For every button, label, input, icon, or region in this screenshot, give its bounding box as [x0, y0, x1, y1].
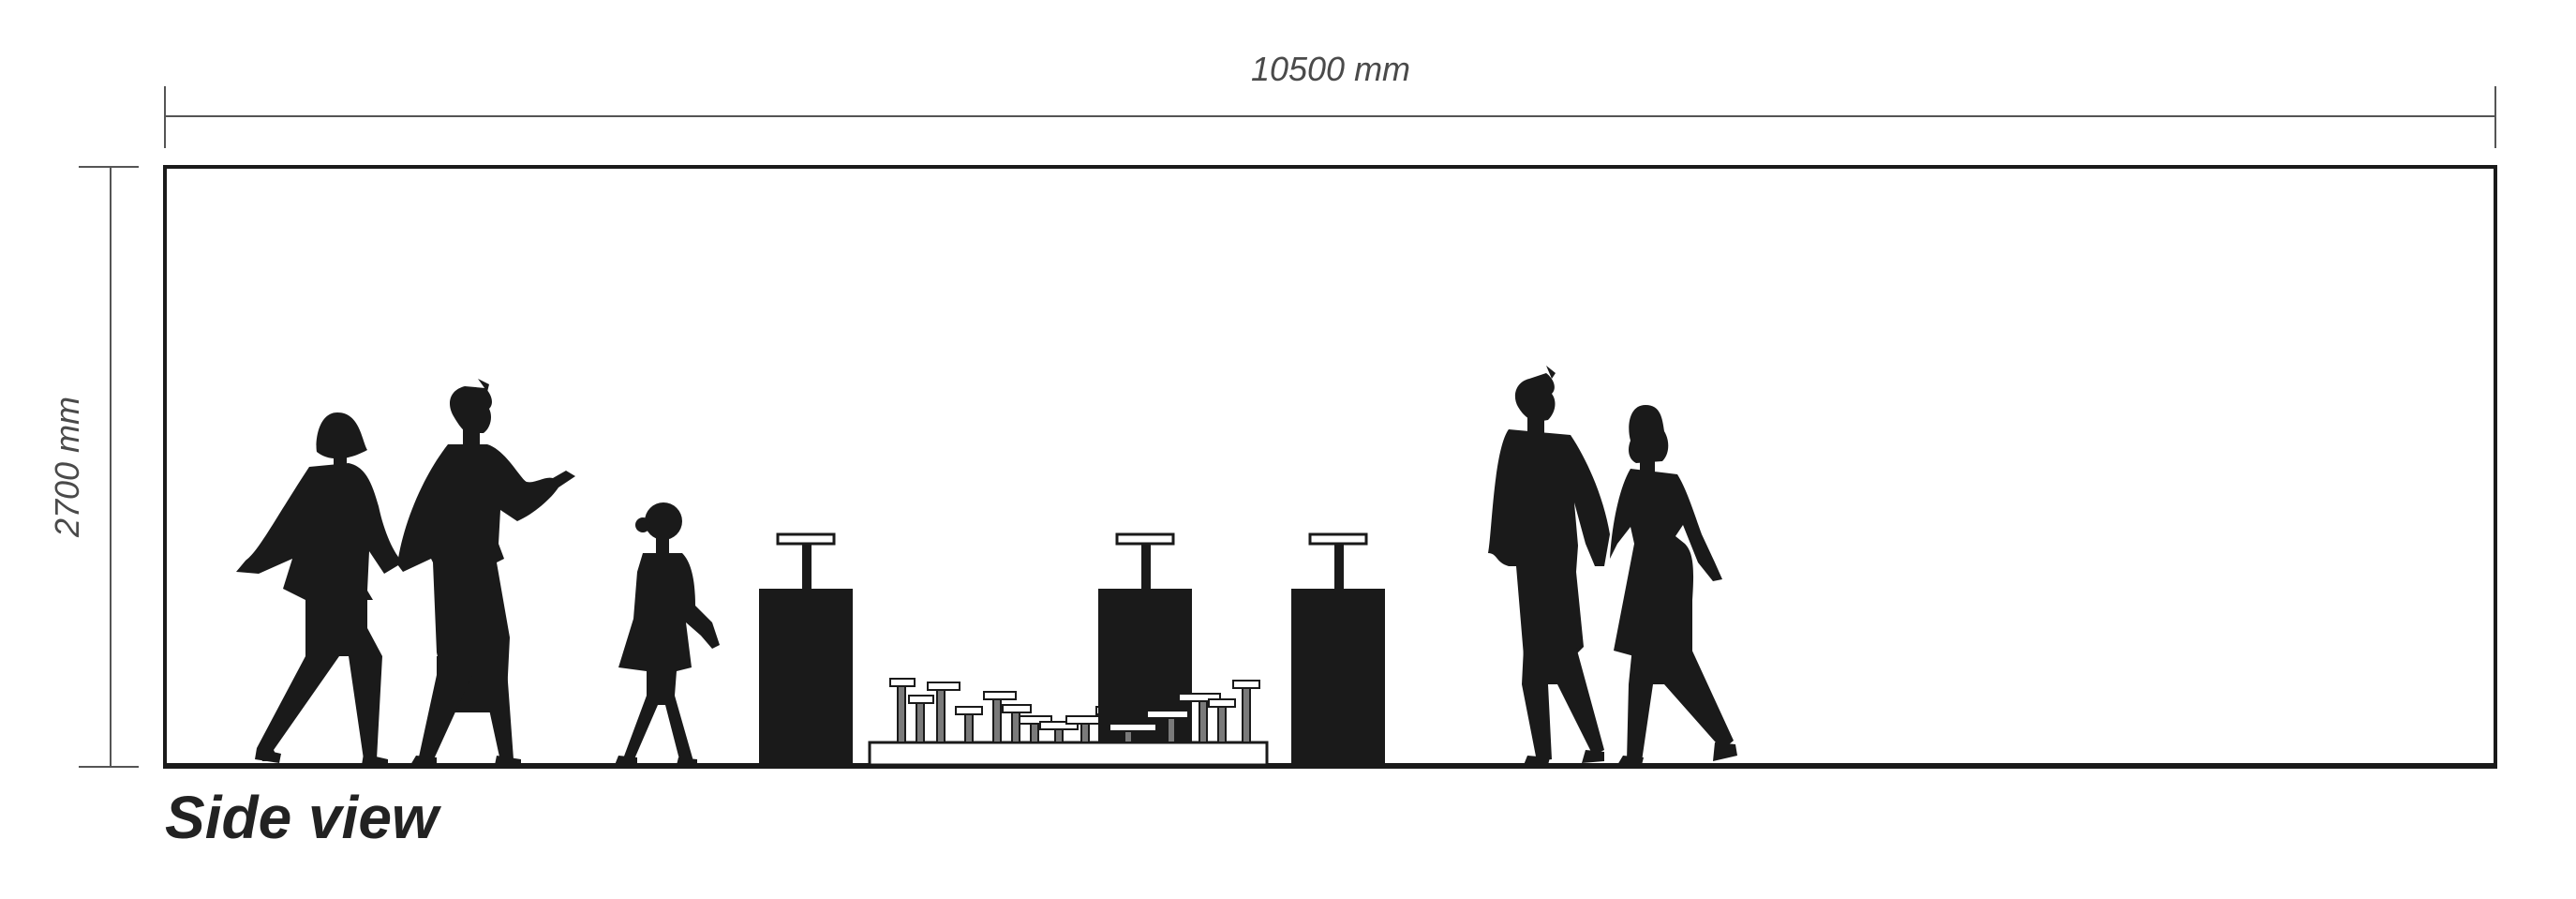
person-man-left	[397, 379, 575, 765]
person-woman-left	[236, 412, 403, 765]
height-dimension	[79, 166, 139, 768]
width-dimension	[164, 86, 2496, 148]
width-dimension-label: 10500 mm	[1251, 50, 1410, 88]
model-mini-pedestals-right	[1109, 680, 1260, 743]
pedestal-1	[759, 532, 853, 765]
person-child	[615, 502, 720, 765]
person-woman-right	[1610, 405, 1737, 765]
height-dimension-label: 2700 mm	[48, 397, 86, 538]
scale-model	[868, 532, 1269, 767]
model-mini-pedestals	[889, 678, 1129, 743]
view-title: Side view	[165, 784, 439, 851]
model-base	[868, 741, 1269, 767]
person-man-right	[1488, 366, 1610, 765]
pedestal-2	[1098, 589, 1192, 742]
pedestal-3	[1291, 532, 1385, 765]
